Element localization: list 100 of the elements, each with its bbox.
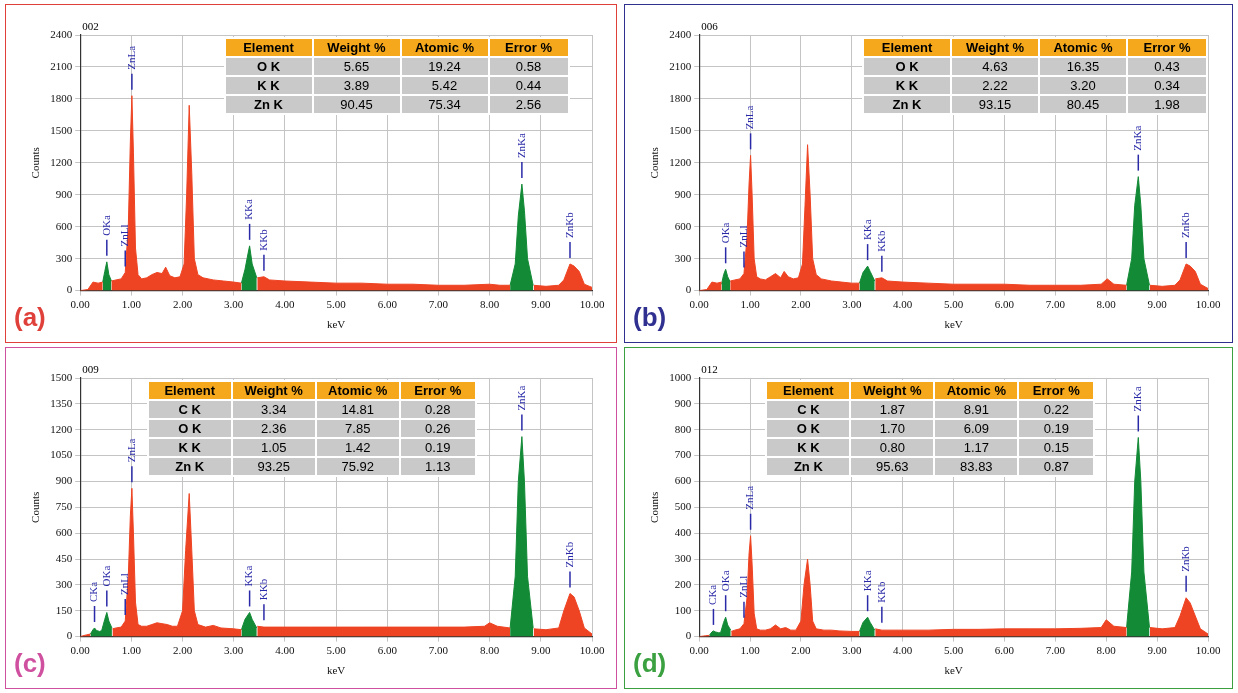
y-tick-label: 0 [685,283,692,296]
annotation: KKa [242,198,255,220]
y-tick-label: 600 [674,219,692,232]
x-tick-label: 4.00 [893,644,913,657]
y-tick-label: 750 [55,500,73,513]
x-tick-label: 8.00 [1096,644,1117,657]
annotation: K K [767,439,850,456]
y-tick-label: 900 [674,396,692,409]
x-tick-label: 0.00 [689,644,710,657]
annotation: Weight % [952,39,1039,56]
annotation: KKb [874,229,887,252]
annotation: Element [148,382,231,399]
x-axis-title: keV [944,318,963,331]
x-tick-label: 5.00 [326,644,347,657]
annotation: 0.28 [400,401,475,418]
x-tick-label: 7.00 [1045,644,1066,657]
annotation: 2.36 [232,420,315,437]
y-tick-label: 1800 [50,91,73,104]
annotation: OKa [99,214,112,236]
annotation: ZnKa [1131,386,1144,412]
y-tick-label: 500 [674,500,692,513]
annotation: 75.92 [316,458,399,475]
annotation: Zn K [225,96,312,113]
annotation: ZnKb [562,211,575,238]
x-tick-label: 6.00 [994,644,1015,657]
x-tick-label: 7.00 [428,298,449,311]
x-tick-label: 2.00 [791,298,812,311]
annotation: Weight % [851,382,934,399]
annotation: Atomic % [401,39,488,56]
x-axis-title: keV [326,664,346,677]
annotation: 0.44 [489,77,568,94]
y-tick-label: 1000 [669,370,692,383]
y-tick-label: 100 [674,603,692,616]
y-tick-label: 0 [685,629,692,642]
text: (b) [633,302,667,333]
annotation: 0.34 [1128,77,1207,94]
y-tick-label: 600 [55,526,73,539]
y-tick-label: 0 [66,283,73,296]
text: 012 [701,363,718,375]
annotation: KKb [256,228,269,251]
annotation: ZnLl [118,573,131,596]
y-tick-label: 600 [55,219,73,232]
annotation: ZnLl [736,225,749,248]
annotation: KKa [242,565,255,587]
x-tick-label: 0.00 [70,298,91,311]
annotation: 0.15 [1019,439,1094,456]
annotation: 93.15 [952,96,1039,113]
y-axis-title: Counts [29,147,42,179]
y-axis-title: Counts [648,491,661,523]
annotation: ZnLa [124,45,137,70]
annotation: CKa [706,584,719,605]
annotation: Element [864,39,951,56]
annotation: Zn K [864,96,951,113]
annotation: Weight % [232,382,315,399]
annotation: OKa [718,222,731,244]
annotation: Atomic % [1040,39,1127,56]
annotation: C K [148,401,231,418]
annotation: 90.45 [313,96,400,113]
x-tick-label: 9.00 [531,644,551,657]
y-tick-label: 1050 [50,448,73,461]
annotation: K K [864,77,951,94]
x-tick-label: 10.00 [579,298,605,311]
x-tick-label: 10.00 [579,644,605,657]
y-tick-label: 1200 [50,155,73,168]
y-tick-label: 900 [55,474,73,487]
annotation: 0.22 [1019,401,1094,418]
x-tick-label: 3.00 [842,644,862,657]
annotation: Error % [489,39,568,56]
x-tick-label: 5.00 [326,298,347,311]
annotation: O K [864,58,951,75]
annotation: 7.85 [316,420,399,437]
y-tick-label: 2100 [50,59,73,72]
x-tick-label: 4.00 [275,644,296,657]
y-axis-title: Counts [648,147,661,179]
annotation: 1.98 [1128,96,1207,113]
annotation: 3.89 [313,77,400,94]
annotation: 83.83 [935,458,1018,475]
annotation: ZnLa [743,485,756,510]
text: 002 [82,20,99,32]
y-tick-label: 1350 [50,396,73,409]
annotation: Error % [1128,39,1207,56]
annotation: OKa [718,570,731,592]
annotation: 95.63 [851,458,934,475]
x-tick-label: 4.00 [893,298,913,311]
annotation: 80.45 [1040,96,1127,113]
text: (c) [14,648,46,679]
annotation: 0.26 [400,420,475,437]
y-tick-label: 2400 [50,27,73,40]
x-tick-label: 6.00 [377,298,398,311]
y-tick-label: 600 [674,474,692,487]
annotation: ZnKa [514,385,527,411]
annotation: Error % [400,382,475,399]
annotation: OKa [99,565,112,587]
annotation: 5.42 [401,77,488,94]
x-tick-label: 0.00 [689,298,710,311]
annotation: ZnLa [743,105,756,130]
annotation: 2.22 [952,77,1039,94]
annotation: Atomic % [316,382,399,399]
x-tick-label: 8.00 [1096,298,1117,311]
annotation: KKa [860,570,873,592]
